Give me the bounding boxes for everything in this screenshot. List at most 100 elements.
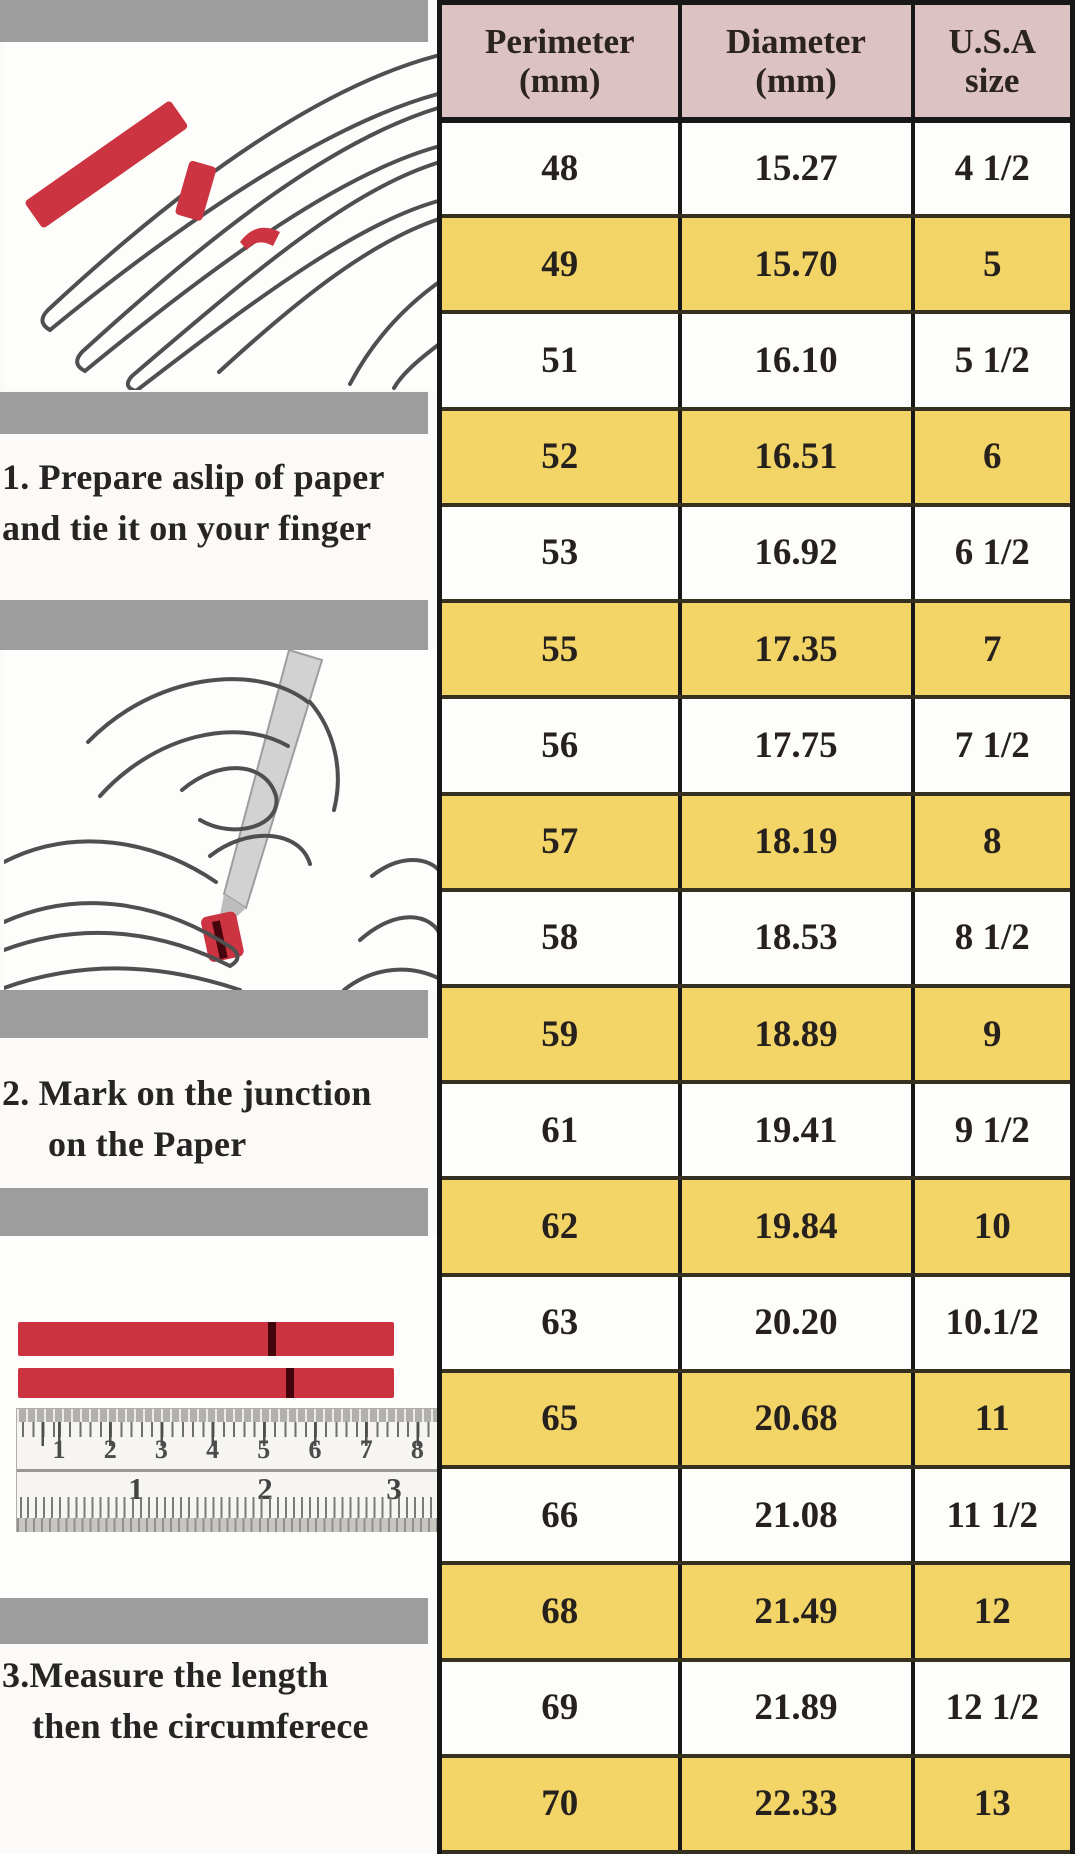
table-row: 52 16.51 6 <box>437 406 1075 507</box>
perimeter-cell: 65 <box>437 1368 682 1470</box>
usa-size-cell: 13 <box>910 1753 1075 1854</box>
table-row: 56 17.75 7 1/2 <box>437 695 1075 796</box>
step1-text: 1. Prepare aslip of paper and tie it on … <box>2 452 450 554</box>
ruler-cm-label: 6 <box>308 1435 322 1464</box>
diameter-cell: 15.27 <box>677 117 915 219</box>
perimeter-cell: 68 <box>437 1561 682 1662</box>
strip2-mark <box>286 1368 294 1398</box>
diameter-cell: 19.41 <box>677 1080 915 1181</box>
diameter-cell: 22.33 <box>677 1753 915 1854</box>
perimeter-cell: 48 <box>437 117 682 219</box>
separator-bar <box>0 990 428 1038</box>
diameter-cell: 18.19 <box>677 791 915 892</box>
perimeter-header-title: Perimeter <box>484 21 635 61</box>
separator-bar <box>0 600 428 650</box>
step1-line1: 1. Prepare aslip of paper <box>2 457 385 497</box>
table-row: 62 19.84 10 <box>437 1176 1075 1277</box>
table-row: 58 18.53 8 1/2 <box>437 887 1075 988</box>
ruler-cm-label: 1 <box>52 1435 66 1464</box>
hand-with-paper-strip-illustration <box>25 54 444 394</box>
diameter-header-title: Diameter <box>726 21 866 61</box>
diameter-cell: 21.89 <box>677 1657 915 1758</box>
strip1-mark <box>268 1322 276 1356</box>
table-row: 53 16.92 6 1/2 <box>437 502 1075 604</box>
step1-illustration <box>4 42 444 394</box>
perimeter-cell: 51 <box>437 310 682 411</box>
separator-bar <box>0 392 428 434</box>
usa-size-cell: 10.1/2 <box>910 1272 1075 1373</box>
perimeter-cell: 62 <box>437 1176 682 1277</box>
perimeter-header-unit: (mm) <box>518 61 601 100</box>
perimeter-cell: 61 <box>437 1080 682 1181</box>
perimeter-cell: 57 <box>437 791 682 892</box>
usa-size-cell: 9 <box>910 983 1075 1085</box>
perimeter-cell: 56 <box>437 695 682 796</box>
diameter-cell: 18.89 <box>677 983 915 1085</box>
ruler-mid-line <box>17 1469 443 1472</box>
perimeter-cell: 58 <box>437 887 682 988</box>
ruler-inch-ticks <box>17 1497 443 1518</box>
measured-strip-2 <box>18 1368 394 1398</box>
ruler-cm-label: 2 <box>103 1435 117 1464</box>
usa-size-cell: 12 1/2 <box>910 1657 1075 1758</box>
table-row: 59 18.89 9 <box>437 983 1075 1085</box>
ruler-cm-label: 8 <box>410 1435 424 1464</box>
diameter-header-unit: (mm) <box>755 61 837 100</box>
ruler-cm-label: 3 <box>154 1435 168 1464</box>
usa-size-cell: 5 1/2 <box>910 310 1075 411</box>
table-row: 69 21.89 12 1/2 <box>437 1657 1075 1758</box>
diameter-cell: 16.51 <box>677 406 915 507</box>
marking-junction-illustration <box>2 648 444 992</box>
paper-strip-on-finger <box>240 227 280 250</box>
ruler-cm-label: 4 <box>206 1435 220 1464</box>
measured-strip-1 <box>18 1322 394 1356</box>
usa-size-header-unit: size <box>965 61 1020 100</box>
usa-size-header: U.S.A size <box>910 0 1075 123</box>
usa-size-cell: 4 1/2 <box>910 117 1075 219</box>
usa-size-cell: 9 1/2 <box>910 1080 1075 1181</box>
perimeter-cell: 53 <box>437 502 682 604</box>
perimeter-header: Perimeter (mm) <box>437 0 682 123</box>
perimeter-cell: 63 <box>437 1272 682 1373</box>
ring-size-table: Perimeter (mm) Diameter (mm) U.S.A size … <box>437 0 1076 1854</box>
usa-size-cell: 11 <box>910 1368 1075 1470</box>
paper-strip-small <box>175 160 216 221</box>
diameter-cell: 17.35 <box>677 599 915 700</box>
table-header-row: Perimeter (mm) Diameter (mm) U.S.A size <box>437 0 1075 123</box>
diameter-cell: 20.20 <box>677 1272 915 1373</box>
table-row: 48 15.27 4 1/2 <box>437 117 1075 219</box>
table-row: 61 19.41 9 1/2 <box>437 1080 1075 1181</box>
usa-size-cell: 12 <box>910 1561 1075 1662</box>
usa-size-cell: 11 1/2 <box>910 1465 1075 1566</box>
diameter-cell: 15.70 <box>677 214 915 315</box>
usa-size-cell: 7 <box>910 599 1075 700</box>
step2-text: 2. Mark on the junction on the Paper <box>2 1068 450 1170</box>
usa-size-cell: 10 <box>910 1176 1075 1277</box>
diameter-cell: 17.75 <box>677 695 915 796</box>
separator-bar <box>0 1598 428 1644</box>
paper-strip-large <box>25 101 188 228</box>
step3-text: 3.Measure the length then the circumfere… <box>2 1650 450 1752</box>
perimeter-cell: 70 <box>437 1753 682 1854</box>
table-row: 55 17.35 7 <box>437 599 1075 700</box>
usa-size-cell: 8 1/2 <box>910 887 1075 988</box>
separator-bar <box>0 0 428 42</box>
ruler-top-band <box>17 1409 443 1422</box>
diameter-cell: 21.08 <box>677 1465 915 1566</box>
perimeter-cell: 55 <box>437 599 682 700</box>
ring-size-table-body: 48 15.27 4 1/2 49 15.70 5 51 16.10 5 1/2 52 16.51 6… <box>437 117 1075 1854</box>
perimeter-cell: 66 <box>437 1465 682 1566</box>
usa-size-cell: 5 <box>910 214 1075 315</box>
separator-bar <box>0 1188 428 1236</box>
table-row: 65 20.68 11 <box>437 1368 1075 1470</box>
diameter-cell: 18.53 <box>677 887 915 988</box>
usa-size-cell: 8 <box>910 791 1075 892</box>
table-row: 66 21.08 11 1/2 <box>437 1465 1075 1566</box>
table-row: 49 15.70 5 <box>437 214 1075 315</box>
ruler-cm-label: 5 <box>257 1435 271 1464</box>
step3-line2: then the circumferece <box>32 1706 369 1747</box>
diameter-header: Diameter (mm) <box>677 0 915 123</box>
diameter-cell: 16.10 <box>677 310 915 411</box>
